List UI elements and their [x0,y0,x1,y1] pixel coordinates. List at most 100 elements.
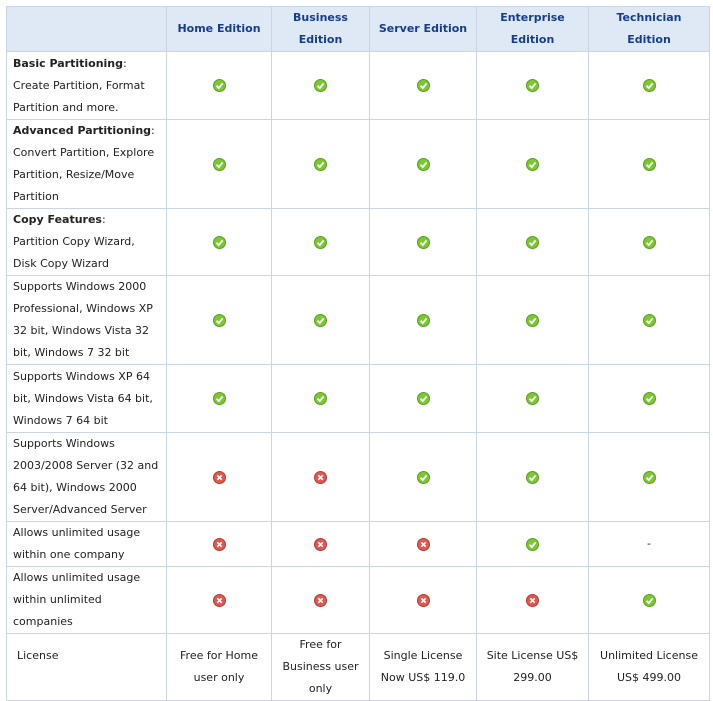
feature-text: Supports Windows 2003/2008 Server (32 an… [13,437,159,516]
check-icon [642,157,656,171]
status-cell [588,364,710,433]
check-icon [314,79,327,92]
status-cell [271,51,370,120]
check-icon [416,235,430,249]
check-icon [212,79,226,92]
feature-row: Advanced Partitioning: Convert Partition,… [6,119,710,209]
feature-cell: Advanced Partitioning: Convert Partition,… [6,119,167,209]
check-icon [642,392,656,405]
feature-title: Copy Features [13,213,102,226]
license-cell: Unlimited License US$ 499.00 [588,633,710,701]
cross-icon [416,537,430,551]
status-cell [166,566,272,634]
status-cell [476,521,589,567]
status-cell [476,364,589,433]
feature-row: Basic Partitioning: Create Partition, For… [6,51,710,120]
check-icon [212,235,226,249]
status-cell [369,208,477,276]
license-label: License [6,633,167,701]
check-icon [416,392,430,405]
status-cell [369,275,477,365]
status-cell [271,119,370,209]
edition-header: Business Edition [271,6,370,52]
cross-icon [526,593,539,607]
feature-cell: Copy Features: Partition Copy Wizard, Dis… [6,208,167,276]
feature-text: Supports Windows 2000 Professional, Wind… [13,280,153,359]
feature-text: Partition Copy Wizard, Disk Copy Wizard [13,235,135,270]
feature-row: Allows unlimited usage within one compan… [6,521,710,567]
cross-icon [314,537,327,551]
status-cell [271,275,370,365]
corner-cell [6,6,167,52]
comparison-table: Home Edition Business Edition Server Editi… [6,6,710,701]
feature-title: Basic Partitioning [13,56,124,70]
feature-row: Supports Windows 2000 Professional, Wind… [6,275,710,365]
status-cell [588,119,710,209]
status-cell [369,521,477,567]
status-cell [166,208,272,276]
header-row: Home Edition Business Edition Server Editi… [6,6,710,52]
status-cell [476,51,589,120]
status-cell [369,51,477,120]
check-icon [526,79,539,92]
status-cell [476,432,589,522]
feature-row: Allows unlimited usage within unlimited … [6,566,710,634]
edition-header: Server Edition [369,6,477,52]
check-icon [314,313,327,327]
status-cell [166,432,272,522]
feature-cell: Supports Windows 2000 Professional, Wind… [6,275,167,365]
feature-row: Supports Windows XP 64 bit, Windows Vist… [6,364,710,433]
check-icon [314,157,327,171]
check-icon [526,392,539,405]
edition-header: Enterprise Edition [476,6,589,52]
cross-icon [416,593,430,607]
status-cell [271,364,370,433]
check-icon [526,157,539,171]
feature-title: Advanced Partitioning [13,124,152,137]
status-cell [588,275,710,365]
check-icon [416,157,430,171]
status-cell [271,566,370,634]
license-cell: Site License US$ 299.00 [476,633,589,701]
status-cell [271,208,370,276]
check-icon [416,470,430,484]
check-icon [314,392,327,405]
feature-text: Allows unlimited usage within unlimited … [13,571,141,628]
check-icon [642,470,656,484]
check-icon [212,392,226,405]
edition-header: Technician Edition [588,6,710,52]
cross-icon [212,537,226,551]
feature-cell: Allows unlimited usage within one compan… [6,521,167,567]
feature-text: Convert Partition, Explore Partition, Re… [13,146,155,203]
check-icon [526,313,539,327]
status-cell [166,119,272,209]
page: Home Edition Business Edition Server Editi… [6,6,710,701]
edition-header: Home Edition [166,6,272,52]
status-cell [476,119,589,209]
cross-icon [212,593,226,607]
check-icon [212,313,226,327]
status-cell [369,119,477,209]
check-icon [526,235,539,249]
status-cell [476,275,589,365]
status-cell [166,364,272,433]
check-icon [212,157,226,171]
feature-cell: Supports Windows XP 64 bit, Windows Vist… [6,364,167,433]
feature-cell: Supports Windows 2003/2008 Server (32 an… [6,432,167,522]
status-cell [271,432,370,522]
status-cell [476,566,589,634]
check-icon [642,313,656,327]
check-icon [526,537,539,551]
feature-cell: Basic Partitioning: Create Partition, For… [6,51,167,120]
status-cell [166,275,272,365]
check-icon [642,79,656,92]
check-icon [526,470,539,484]
status-cell [588,208,710,276]
status-cell [369,364,477,433]
feature-row: Supports Windows 2003/2008 Server (32 an… [6,432,710,522]
feature-text: Allows unlimited usage within one compan… [13,526,141,561]
check-icon [416,313,430,327]
license-cell: Free for Home user only [166,633,272,701]
status-cell [476,208,589,276]
status-cell [588,51,710,120]
